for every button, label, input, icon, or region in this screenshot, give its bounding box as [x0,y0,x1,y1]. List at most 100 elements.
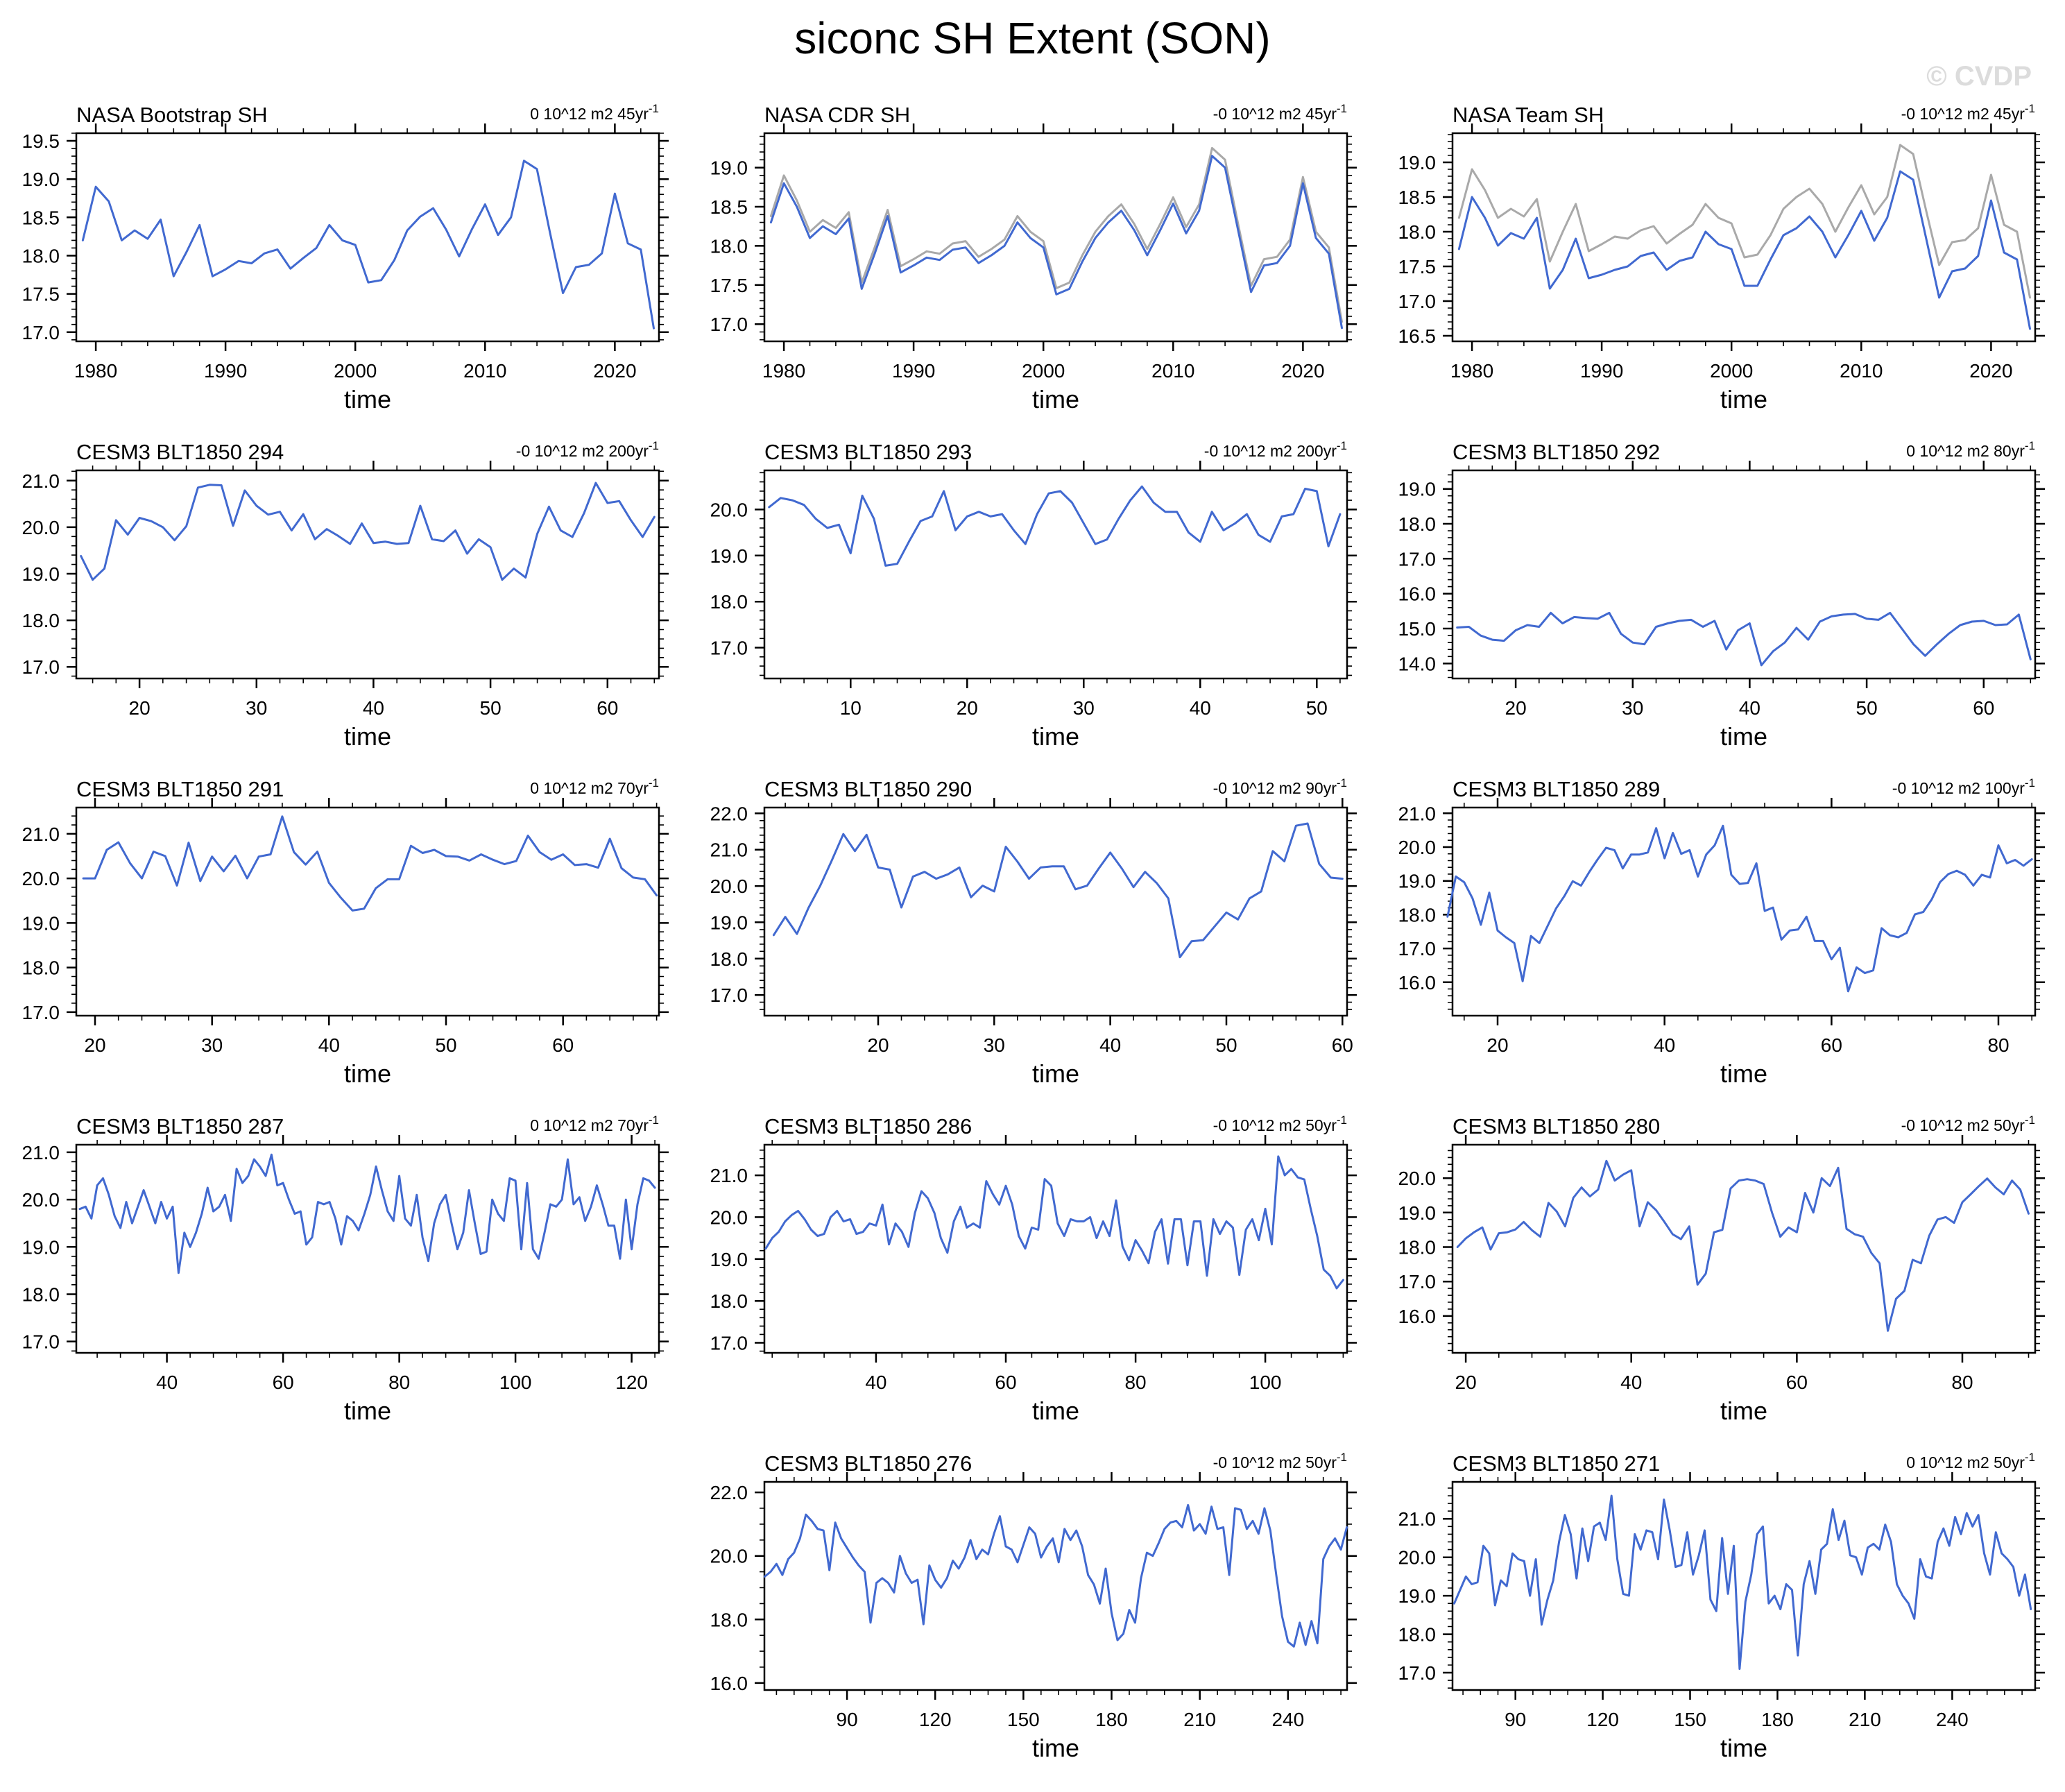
x-tick-label: 1990 [204,360,247,382]
y-tick-label: 18.0 [710,948,748,970]
panel-title: CESM3 BLT1850 287 [76,1114,284,1138]
x-axis-title: time [1032,1734,1079,1762]
x-tick-label: 60 [1786,1372,1808,1393]
axis-major-ticks [1443,798,2045,1025]
axis-tick-labels: 16.0 18.0 20.0 22.0 90 120 150 180 210 240 [710,1482,1305,1730]
y-tick-label: 17.0 [1398,938,1437,959]
y-tick-label: 19.0 [22,169,60,190]
trend-label: -0 10^12 m2 50yr-1 [1213,1113,1347,1134]
panel-title: CESM3 BLT1850 294 [76,440,284,464]
plot-box [1451,132,2037,343]
y-tick-label: 18.5 [1398,187,1437,208]
panel-svg: NASA Bootstrap SH 0 10^12 m2 45yr-1 17.0… [22,102,669,413]
data-line-primary [772,822,1344,959]
y-tick-label: 18.0 [710,591,748,613]
minor-tick-marks [760,803,1352,1021]
minor-tick-marks [760,1140,1352,1358]
page-header: siconc SH Extent (SON) © CVDP [0,0,2065,97]
minor-tick-marks [1448,1477,2040,1695]
y-tick-label: 19.0 [710,1249,748,1270]
x-tick-label: 100 [499,1372,532,1393]
x-tick-label: 2000 [334,360,377,382]
y-tick-label: 20.0 [1398,1547,1437,1569]
data-series [1446,824,2033,993]
data-series [1456,1159,2030,1332]
axis-minor-ticks [71,803,664,1021]
panel-svg: CESM3 BLT1850 286 -0 10^12 m2 50yr-1 17.… [710,1113,1357,1425]
y-tick-label: 18.0 [1398,1624,1437,1646]
axis-tick-labels: 17.0 18.0 19.0 20.0 21.0 40 60 80 100 120 [22,1142,648,1393]
panel-title: CESM3 BLT1850 290 [764,777,972,801]
y-tick-label: 18.0 [1398,904,1437,925]
y-tick-label: 17.5 [1398,256,1437,278]
chart-panel-cesm3-blt1850-291: CESM3 BLT1850 291 0 10^12 m2 70yr-1 17.0… [0,771,688,1109]
panel-svg: CESM3 BLT1850 276 -0 10^12 m2 50yr-1 16.… [710,1451,1357,1762]
x-tick-label: 40 [1654,1034,1675,1056]
x-axis-title: time [1720,722,1767,751]
minor-tick-marks [71,128,664,346]
y-tick-label: 20.0 [710,499,748,520]
x-tick-label: 80 [1987,1034,2009,1056]
x-tick-label: 50 [1306,697,1328,719]
y-tick-label: 17.0 [1398,548,1437,570]
major-tick-marks [755,123,1357,351]
x-tick-label: 60 [1973,697,1994,719]
y-tick-label: 17.0 [710,314,748,335]
y-tick-label: 19.0 [710,912,748,933]
axis-major-ticks [1443,123,2045,351]
x-axis-title: time [1720,1059,1767,1088]
major-tick-marks [1443,461,2045,688]
minor-tick-marks [760,466,1352,683]
y-tick-label: 17.0 [22,1331,60,1353]
y-tick-label: 17.0 [1398,291,1437,312]
axis-minor-ticks [760,128,1352,346]
major-tick-marks [67,461,669,688]
trend-label: -0 10^12 m2 50yr-1 [1213,1451,1347,1471]
x-tick-label: 20 [1505,697,1527,719]
x-tick-label: 120 [615,1372,648,1393]
y-tick-label: 20.0 [710,1546,748,1567]
axis-tick-labels: 17.0 17.5 18.0 18.5 19.0 1980 1990 2000 2010 2020 [710,157,1325,382]
panel-svg: CESM3 BLT1850 289 -0 10^12 m2 100yr-1 16… [1398,776,2045,1088]
data-series [82,815,658,912]
plot-box [1451,469,2037,680]
panel-svg: NASA Team SH -0 10^12 m2 45yr-1 16.5 17.0… [1398,102,2045,413]
panel-title: CESM3 BLT1850 271 [1453,1451,1660,1476]
panel-svg: CESM3 BLT1850 290 -0 10^12 m2 90yr-1 17.… [710,776,1357,1088]
x-axis-title: time [1032,385,1079,413]
chart-panel-cesm3-blt1850-276: CESM3 BLT1850 276 -0 10^12 m2 50yr-1 16.… [688,1446,1376,1783]
data-line-secondary [1457,144,2031,299]
x-tick-label: 120 [919,1709,952,1730]
y-tick-label: 17.0 [710,984,748,1006]
y-tick-label: 18.0 [22,1283,60,1305]
axis-minor-ticks [1448,1140,2040,1358]
y-tick-label: 17.0 [1398,1271,1437,1292]
axis-tick-labels: 17.0 17.5 18.0 18.5 19.0 19.5 1980 1990 2000 2010… [22,130,637,382]
axis-minor-ticks [760,1140,1352,1358]
x-axis-title: time [1720,1397,1767,1425]
trend-label: 0 10^12 m2 70yr-1 [530,776,659,797]
x-axis-title: time [1032,1059,1079,1088]
y-tick-label: 18.0 [22,957,60,979]
y-tick-label: 21.0 [22,1142,60,1163]
x-tick-label: 1990 [892,360,935,382]
y-tick-label: 18.5 [22,207,60,228]
minor-tick-marks [71,803,664,1021]
x-axis-title: time [344,1397,391,1425]
data-line-primary [769,155,1343,330]
axis-tick-labels: 17.0 18.0 19.0 20.0 21.0 90 120 150 180 210 240 [1398,1508,1969,1730]
x-tick-label: 40 [1190,697,1211,719]
x-tick-label: 150 [1674,1709,1706,1730]
data-line-primary [1453,1494,2032,1670]
data-series [769,146,1343,330]
panel-title: NASA Bootstrap SH [76,103,268,127]
x-tick-label: 2020 [593,360,636,382]
x-tick-label: 2020 [1281,360,1324,382]
panel-title: CESM3 BLT1850 292 [1453,440,1660,464]
panel-svg: CESM3 BLT1850 271 0 10^12 m2 50yr-1 17.0… [1398,1451,2045,1762]
x-tick-label: 20 [84,1034,105,1056]
axis-minor-ticks [1448,803,2040,1021]
axis-major-ticks [755,123,1357,351]
x-tick-label: 80 [388,1372,410,1393]
data-series [763,1503,1348,1648]
